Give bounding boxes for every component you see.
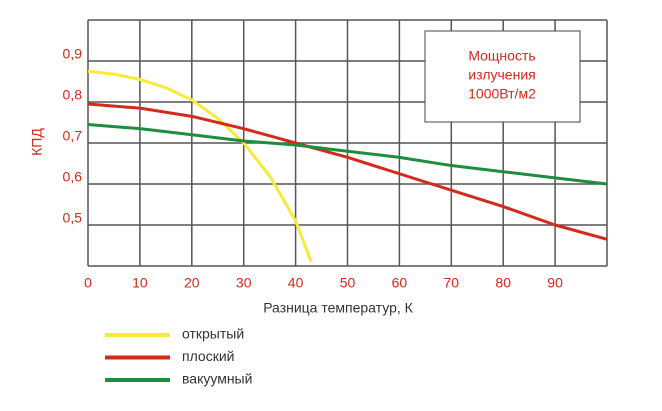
x-tick-label: 10 xyxy=(132,275,148,291)
series-line xyxy=(87,69,313,263)
y-tick-label: 0,7 xyxy=(63,128,83,144)
x-tick-label: 0 xyxy=(84,275,92,291)
y-tick-label: 0,8 xyxy=(63,87,83,103)
series-line xyxy=(87,123,608,186)
annotation-text: излучения xyxy=(468,67,535,83)
y-tick-label: 0,9 xyxy=(63,46,83,62)
annotation-text: Мощность xyxy=(468,48,535,64)
x-tick-label: 80 xyxy=(495,275,511,291)
x-tick-label: 60 xyxy=(392,275,408,291)
legend-label: открытый xyxy=(182,326,244,342)
legend-label: вакуумный xyxy=(182,371,252,387)
x-tick-label: 30 xyxy=(236,275,252,291)
x-axis-label: Разница температур, К xyxy=(263,300,413,316)
series-line xyxy=(87,102,608,241)
y-axis-label: КПД xyxy=(29,128,45,156)
legend-label: плоский xyxy=(182,348,234,364)
x-tick-label: 90 xyxy=(547,275,563,291)
x-tick-label: 40 xyxy=(288,275,304,291)
x-tick-label: 50 xyxy=(340,275,356,291)
y-tick-label: 0,6 xyxy=(63,169,83,185)
annotation-text: 1000Вт/м2 xyxy=(468,86,536,102)
annotation-box xyxy=(424,30,581,123)
x-tick-label: 70 xyxy=(444,275,460,291)
x-tick-label: 20 xyxy=(184,275,200,291)
y-tick-label: 0,5 xyxy=(63,210,83,226)
